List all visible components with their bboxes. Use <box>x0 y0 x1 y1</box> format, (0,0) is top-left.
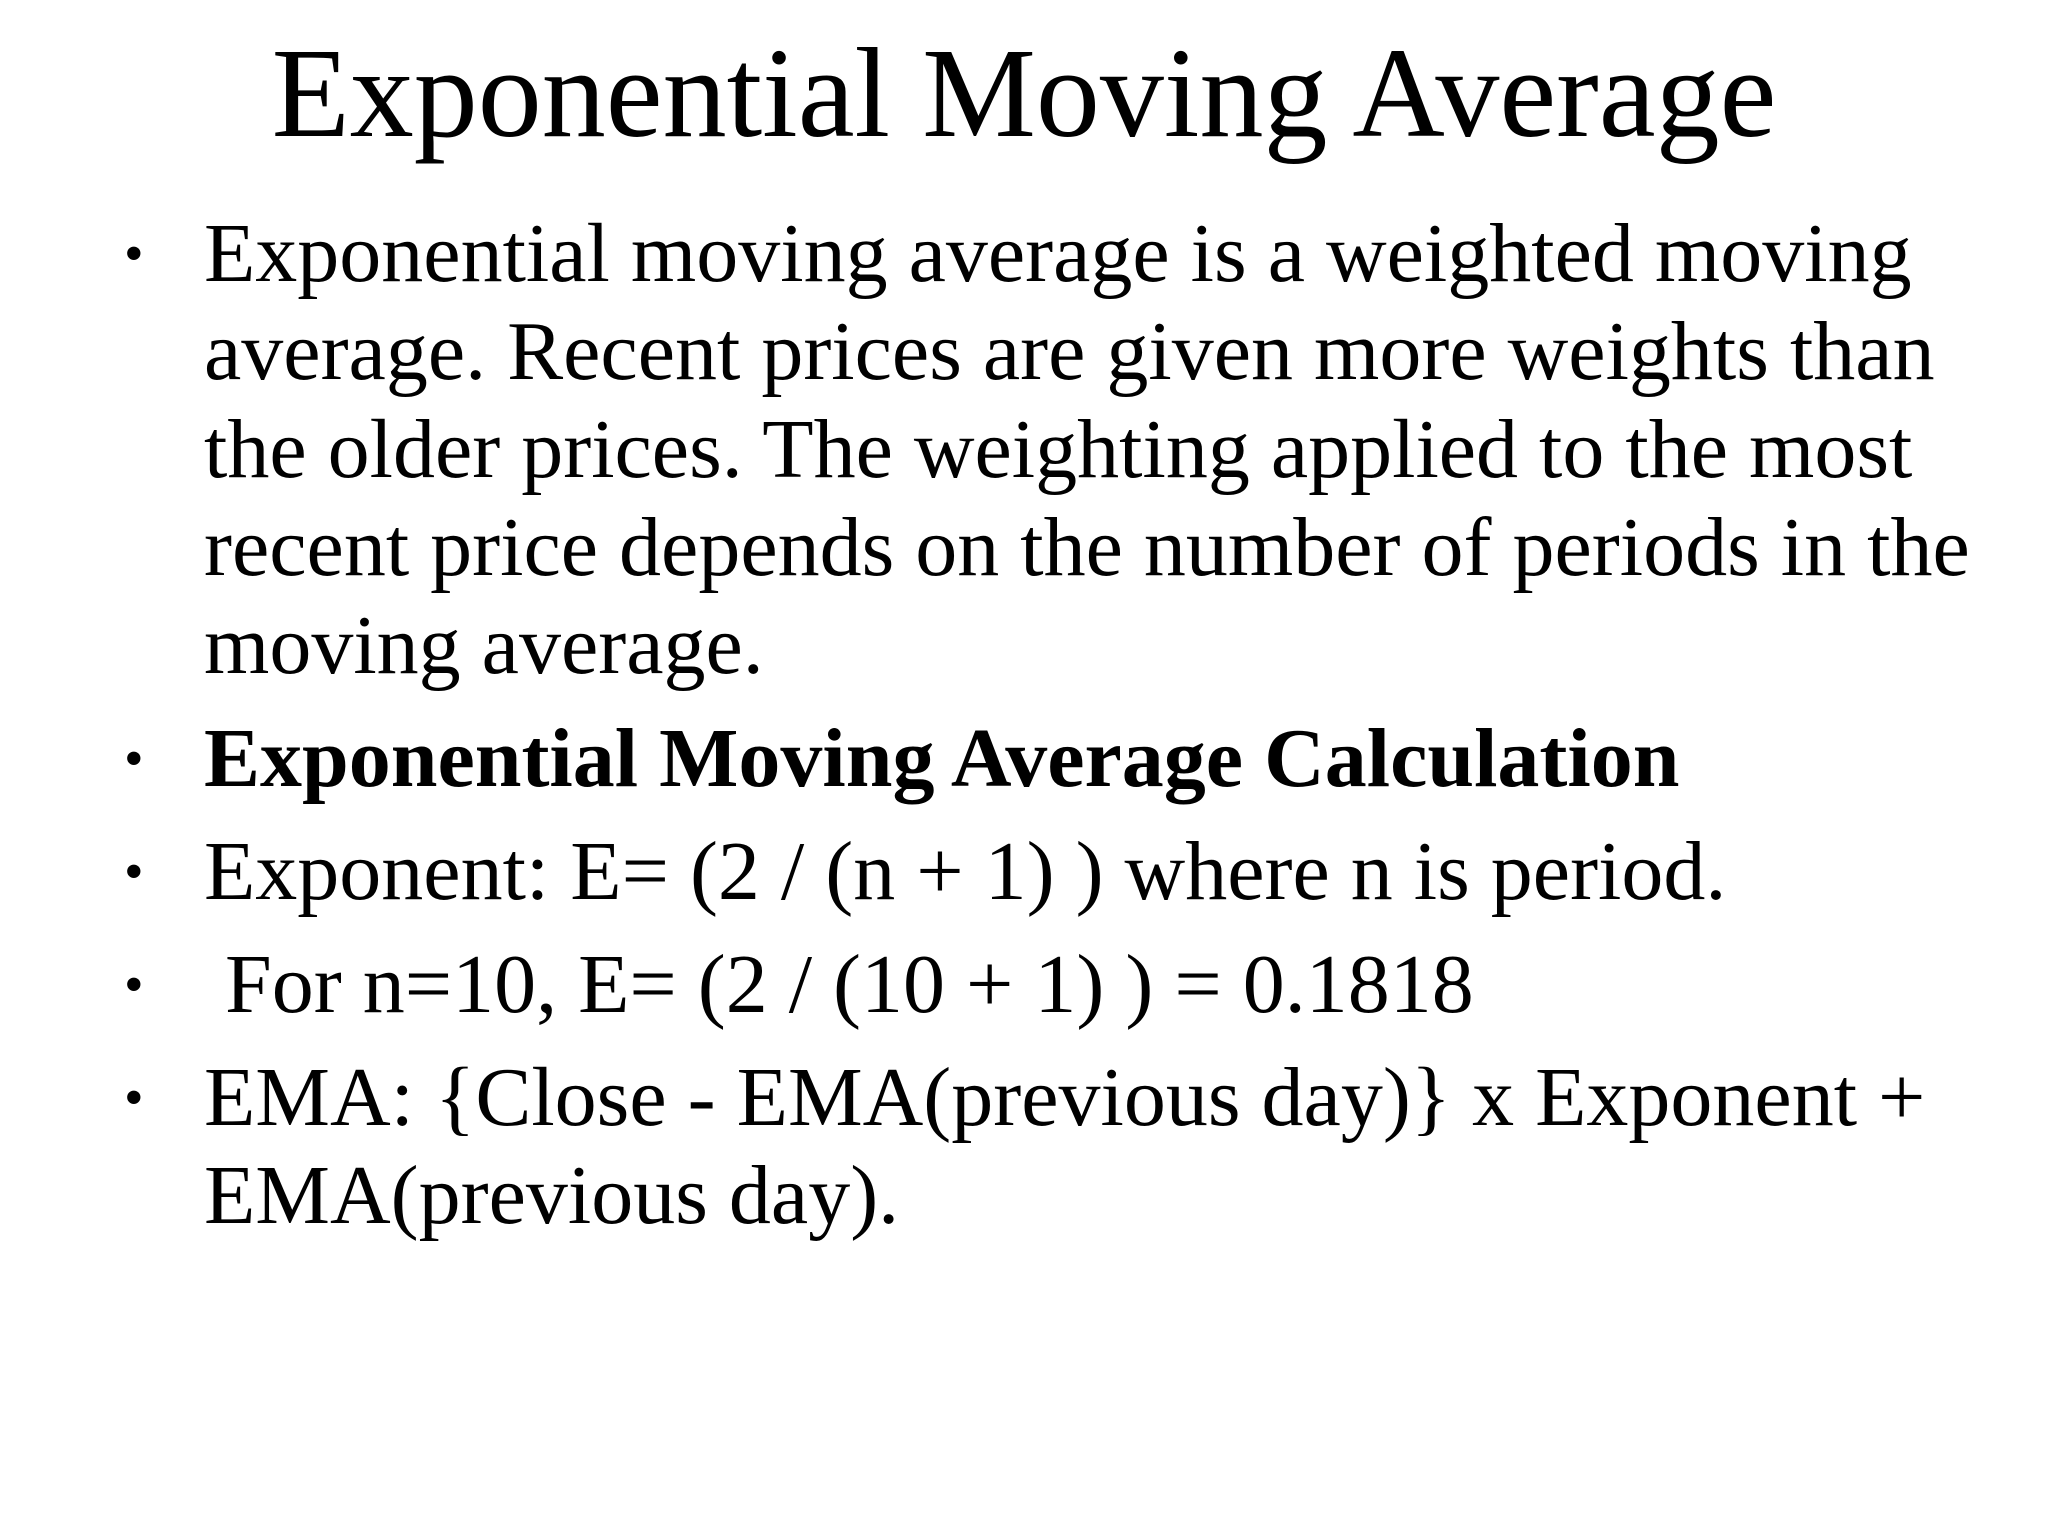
bullet-dot-icon: • <box>124 223 144 285</box>
bullet-text: EMA: {Close - EMA(previous day)} x Expon… <box>204 1051 1947 1242</box>
bullet-item-exponent-formula: • Exponent: E= (2 / (n + 1) ) where n is… <box>124 823 2004 921</box>
bullet-text: Exponential moving average is a weighted… <box>204 207 1991 692</box>
bullet-dot-icon: • <box>124 1067 144 1129</box>
bullet-dot-icon: • <box>124 728 144 790</box>
bullet-list: • Exponential moving average is a weight… <box>124 205 2004 1260</box>
bullet-text: Exponential Moving Average Calculation <box>204 712 1680 805</box>
bullet-item-calculation-heading: • Exponential Moving Average Calculation <box>124 710 2004 808</box>
bullet-item-exponent-example: • For n=10, E= (2 / (10 + 1) ) = 0.1818 <box>124 936 2004 1034</box>
slide-title: Exponential Moving Average <box>271 22 1777 164</box>
bullet-item-ema-formula: • EMA: {Close - EMA(previous day)} x Exp… <box>124 1049 2004 1245</box>
bullet-text: Exponent: E= (2 / (n + 1) ) where n is p… <box>204 825 1727 918</box>
bullet-dot-icon: • <box>124 841 144 903</box>
bullet-text: For n=10, E= (2 / (10 + 1) ) = 0.1818 <box>204 938 1474 1031</box>
bullet-item-definition: • Exponential moving average is a weight… <box>124 205 2004 695</box>
bullet-dot-icon: • <box>124 954 144 1016</box>
